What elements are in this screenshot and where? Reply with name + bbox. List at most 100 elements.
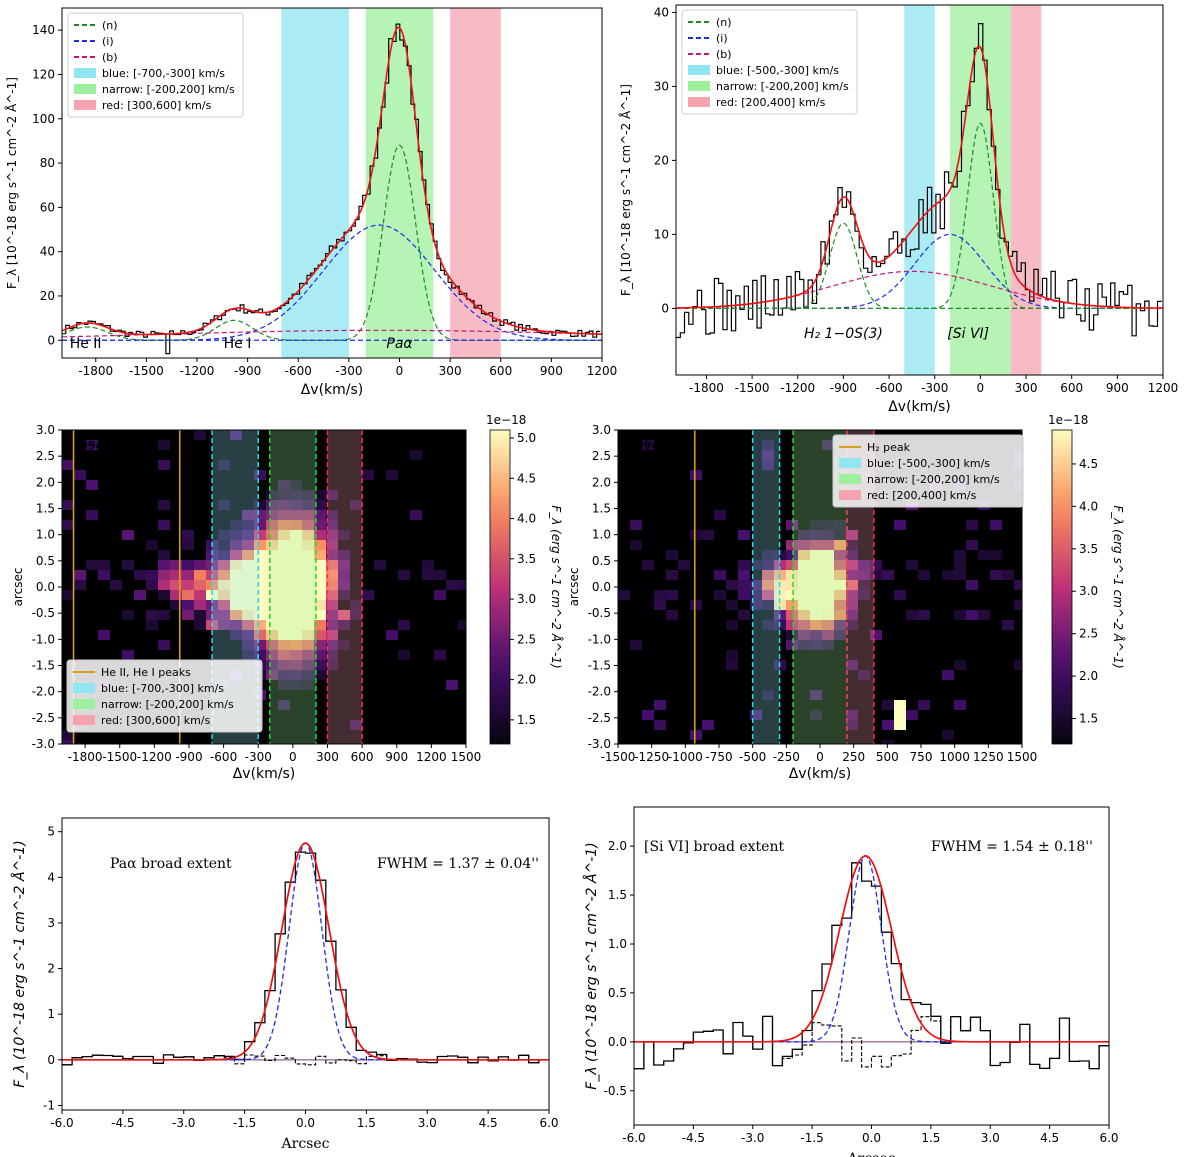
- heatmap-cell: [290, 620, 302, 630]
- legend-swatch: [839, 490, 861, 500]
- legend-box: [681, 9, 858, 115]
- plot-area: [676, 5, 1163, 375]
- legend-entry: narrow: [-200,200] km/s: [867, 473, 1000, 486]
- y-tick-label: 2.0: [608, 839, 627, 853]
- heatmap-cell: [278, 630, 290, 640]
- heatmap-cell: [218, 610, 230, 620]
- heatmap-cell: [194, 580, 206, 590]
- y-tick-label: 0.0: [592, 580, 611, 594]
- heatmap-cell: [810, 640, 822, 650]
- heatmap-cell: [290, 540, 302, 550]
- heatmap-cell: [98, 630, 110, 640]
- plot-area: [634, 855, 1109, 1070]
- band-blue: [752, 430, 780, 744]
- heatmap-cell: [858, 670, 870, 680]
- heatmap-cell: [230, 520, 242, 530]
- y-tick-label: -1.0: [588, 632, 611, 646]
- heatmap-cell: [422, 560, 434, 570]
- heatmap-cell: [1014, 600, 1022, 610]
- gaussian-fit: [62, 842, 549, 1061]
- heatmap-cell: [846, 540, 858, 550]
- heatmap-cell: [326, 490, 338, 500]
- heatmap-cell: [254, 500, 266, 510]
- heatmap-cell: [374, 560, 386, 570]
- heatmap-cell: [266, 560, 278, 570]
- heatmap-cell: [62, 520, 74, 530]
- y-tick-label: -1.5: [588, 659, 611, 673]
- x-axis-label: Δv(km/s): [888, 399, 951, 415]
- heatmap-cell: [750, 580, 762, 590]
- heatmap-cell: [870, 630, 882, 640]
- heatmap-cell: [314, 590, 326, 600]
- heatmap-cell: [714, 570, 726, 580]
- heatmap-cell: [278, 650, 290, 660]
- heatmap-cell: [194, 620, 206, 630]
- heatmap-cell: [786, 640, 798, 650]
- data-spectrum: [676, 23, 1162, 339]
- heatmap-cell: [810, 690, 822, 700]
- heatmap-cell: [230, 540, 242, 550]
- plot-frame: [61, 7, 603, 359]
- colorbar-exponent: 1e−18: [1048, 413, 1088, 427]
- heatmap-cell: [278, 620, 290, 630]
- heatmap-cell: [266, 500, 278, 510]
- heatmap-cell: [302, 490, 314, 500]
- y-tick-label: 2.5: [36, 449, 55, 463]
- x-tick-label: -1200: [180, 364, 215, 378]
- heatmap-cell: [882, 700, 894, 710]
- heatmap-cell: [834, 630, 846, 640]
- colorbar-tick-label: 1.5: [517, 713, 536, 727]
- heatmap-cell: [434, 650, 446, 660]
- heatmap-cell: [762, 690, 774, 700]
- heatmap-cell: [254, 620, 266, 630]
- y-tick-label: -1.5: [32, 659, 55, 673]
- heatmap-cell: [690, 470, 702, 480]
- x-tick-label: 6.0: [1099, 1131, 1118, 1145]
- heatmap-cell: [954, 610, 966, 620]
- y-tick-label: 2: [47, 962, 55, 976]
- data-profile: [62, 851, 549, 1066]
- heatmap-cell: [278, 550, 290, 560]
- heatmap-cell: [846, 720, 858, 730]
- heatmap-cell: [290, 560, 302, 570]
- x-tick-label: 6.0: [539, 1116, 558, 1130]
- heatmap-cell: [122, 610, 134, 620]
- heatmap-cell: [702, 720, 714, 730]
- heatmap-cell: [74, 470, 86, 480]
- heatmap-cell: [762, 450, 774, 460]
- heatmap-cell: [798, 580, 810, 590]
- x-tick-label: -1.5: [800, 1131, 823, 1145]
- heatmap-cell: [206, 600, 218, 610]
- heatmap-cell: [338, 560, 350, 570]
- heatmap-cell: [446, 680, 458, 690]
- heatmap-cell: [302, 520, 314, 530]
- heatmap-cell: [846, 610, 858, 620]
- heatmap-cell: [302, 640, 314, 650]
- heatmap-cell: [894, 700, 906, 710]
- heatmap-cell: [666, 550, 678, 560]
- legend-swatch: [73, 715, 95, 725]
- colorbar-tick-label: 2.0: [1079, 669, 1098, 683]
- heatmap-cell: [882, 720, 894, 730]
- colorbar-tick-label: 4.0: [517, 512, 536, 526]
- heatmap-cell: [266, 580, 278, 590]
- heatmap-cell: [302, 590, 314, 600]
- heatmap-cell: [798, 590, 810, 600]
- heatmap-cell: [822, 570, 834, 580]
- heatmap-cell: [278, 480, 290, 490]
- heatmap-cell: [254, 590, 266, 600]
- x-tick-label: 600: [1060, 381, 1083, 395]
- heatmap-cell: [98, 570, 110, 580]
- gaussian-fit: [634, 855, 1109, 1043]
- heatmap-cell: [62, 740, 74, 744]
- heatmap-cell: [750, 560, 762, 570]
- heatmap-cell: [630, 640, 642, 650]
- heatmap-cell: [278, 490, 290, 500]
- heatmap-cell: [978, 550, 990, 560]
- heatmap-cell: [278, 500, 290, 510]
- y-tick-label: 140: [32, 23, 55, 37]
- y-tick-label: 2.5: [592, 449, 611, 463]
- heatmap-cell: [822, 540, 834, 550]
- heatmap-cell: [314, 550, 326, 560]
- heatmap-cell: [762, 620, 774, 630]
